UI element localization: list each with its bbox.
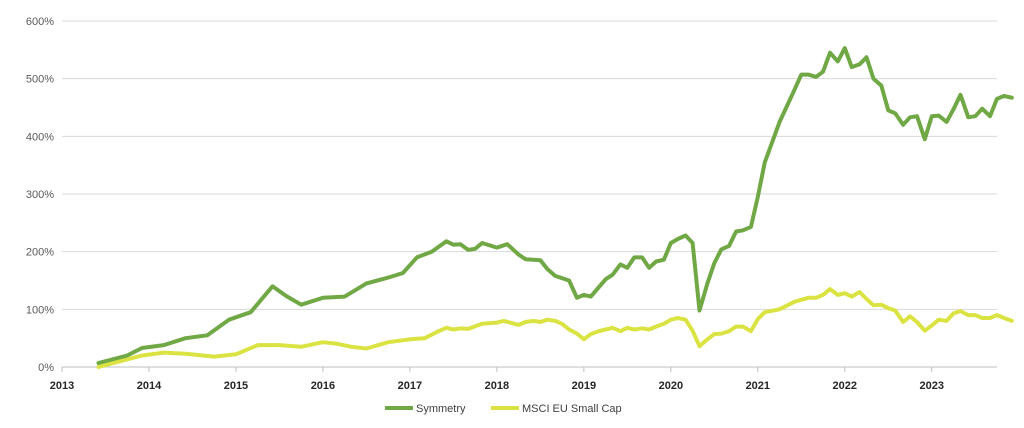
x-tick-label: 2018: [485, 380, 509, 392]
y-tick-label: 400%: [26, 131, 54, 143]
x-axis: [61, 366, 997, 372]
x-tick-label: 2015: [224, 380, 248, 392]
legend: Symmetry MSCI EU Small Cap: [385, 403, 622, 415]
x-tick-label: 2016: [311, 380, 335, 392]
y-tick-label: 600%: [26, 16, 54, 28]
series-line-symmetry: [96, 46, 1014, 365]
x-tick-label: 2013: [50, 380, 74, 392]
legend-label-msci-eu-small-cap: MSCI EU Small Cap: [522, 403, 622, 415]
x-tick-label: 2017: [398, 380, 422, 392]
y-tick-label: 500%: [26, 74, 54, 86]
y-tick-label: 200%: [26, 247, 54, 259]
series-line-msci-eu-small-cap: [96, 287, 1014, 369]
x-axis-tick-labels: 2013 2014 2015 2016 2017 2018 2019 2020 2021 2022…: [50, 380, 944, 392]
x-tick-label: 2022: [833, 380, 857, 392]
gridlines: [62, 20, 997, 310]
y-axis-tick-labels: 0% 100% 200% 300% 400% 500% 600%: [26, 16, 54, 374]
legend-label-symmetry: Symmetry: [416, 403, 466, 415]
series-lines: [96, 46, 1014, 369]
y-tick-label: 0%: [38, 362, 54, 374]
y-tick-label: 300%: [26, 189, 54, 201]
x-tick-label: 2021: [746, 380, 770, 392]
x-tick-label: 2023: [920, 380, 944, 392]
x-tick-label: 2020: [659, 380, 683, 392]
x-tick-label: 2019: [572, 380, 596, 392]
x-tick-label: 2014: [137, 380, 162, 392]
y-tick-label: 100%: [26, 304, 54, 316]
